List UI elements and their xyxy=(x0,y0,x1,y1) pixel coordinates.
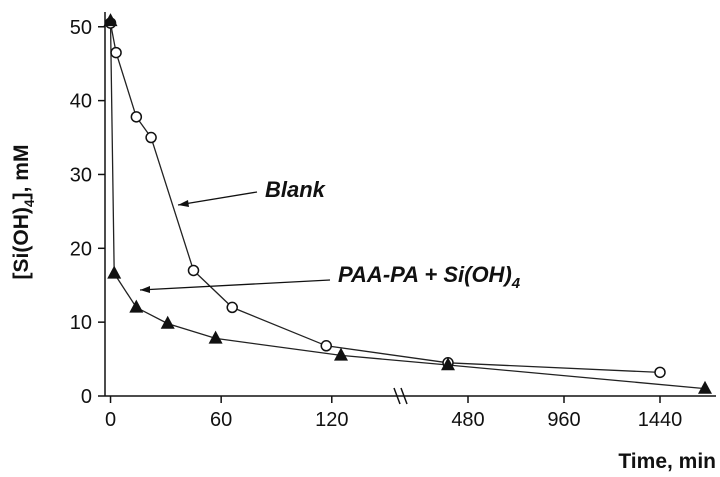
data-point-triangle xyxy=(334,347,348,361)
plot-points xyxy=(103,13,712,394)
y-tick-label: 30 xyxy=(70,164,92,186)
y-axis-title-tail: ], mM xyxy=(10,145,33,200)
data-point-circle xyxy=(145,131,157,144)
y-axis-title-main: [Si(OH) xyxy=(10,207,33,279)
data-point-triangle xyxy=(107,265,122,279)
annotation-paa-sub: 4 xyxy=(511,275,521,292)
annotation-paa-arrowhead xyxy=(140,286,150,293)
axis-break xyxy=(393,387,408,405)
data-point-circle xyxy=(226,301,238,314)
y-tick-label: 50 xyxy=(70,17,92,39)
y-tick-label: 20 xyxy=(70,238,92,260)
plot-ticks: 0 10 20 30 40 50 0 60 120 480 960 1440 xyxy=(70,17,683,431)
data-point-triangle xyxy=(129,299,144,313)
x-axis-title: Time, min xyxy=(618,450,716,473)
annotation-blank-arrow xyxy=(177,191,258,206)
data-point-circle xyxy=(654,366,666,379)
series-circle-line xyxy=(109,22,661,374)
y-tick-label: 40 xyxy=(70,91,92,113)
plot-curves xyxy=(109,20,706,390)
annotation-paa-main: PAA-PA + Si(OH) xyxy=(338,262,512,287)
data-point-triangle xyxy=(208,330,223,344)
annotation-paa-arrow xyxy=(139,279,331,291)
annotation-paa-text: PAA-PA + Si(OH)4 xyxy=(338,262,521,292)
data-point-triangle xyxy=(698,380,712,394)
data-point-circle xyxy=(130,111,143,123)
y-tick-label: 0 xyxy=(81,386,92,408)
x-tick-label: 0 xyxy=(105,409,116,431)
data-point-triangle xyxy=(103,13,118,27)
series-triangle-line xyxy=(109,20,706,390)
annotation-blank-text: Blank xyxy=(265,177,327,202)
annotation-blank: Blank xyxy=(177,177,327,207)
data-point-circle xyxy=(187,264,200,277)
y-tick-label: 10 xyxy=(70,312,92,334)
data-point-triangle xyxy=(160,315,175,329)
x-tick-label: 1440 xyxy=(638,409,683,431)
data-point-circle xyxy=(110,46,122,59)
y-axis-title-sub: 4 xyxy=(21,199,37,207)
annotation-paa: PAA-PA + Si(OH)4 xyxy=(139,262,521,293)
annotation-blank-arrowhead xyxy=(178,200,189,207)
plot-axes xyxy=(104,12,716,405)
data-point-triangle xyxy=(441,357,455,371)
x-tick-label: 960 xyxy=(547,409,580,431)
x-tick-label: 120 xyxy=(315,409,348,431)
y-axis-title: [Si(OH)4], mM xyxy=(10,145,37,280)
x-tick-label: 60 xyxy=(210,409,232,431)
x-tick-label: 480 xyxy=(451,409,484,431)
data-point-circle xyxy=(320,340,332,352)
